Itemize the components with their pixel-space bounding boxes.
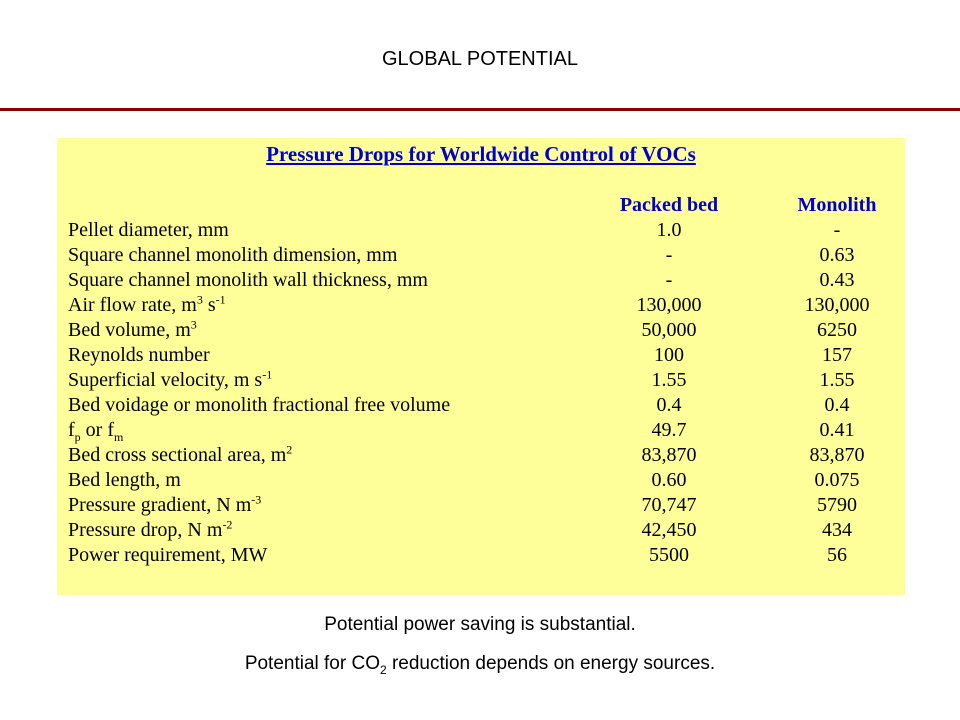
row-label: Pellet diameter, mm xyxy=(68,219,229,241)
packed-bed-value: - xyxy=(665,269,673,291)
table-row: Bed length, m 0.60 0.075 xyxy=(57,468,905,493)
monolith-value: 83,870 xyxy=(809,444,865,466)
monolith-value: 6250 xyxy=(817,319,857,341)
monolith-value: 1.55 xyxy=(819,369,855,391)
monolith-value: 157 xyxy=(822,344,852,366)
packed-bed-value: 49.7 xyxy=(651,419,687,441)
monolith-value: 5790 xyxy=(817,494,857,516)
row-label: Bed volume, m3 xyxy=(68,317,197,341)
table-row: Bed volume, m3 50,000 6250 xyxy=(57,318,905,343)
column-header-packed-bed: Packed bed xyxy=(619,194,719,216)
row-label: Superficial velocity, m s-1 xyxy=(68,367,273,391)
row-label: Power requirement, MW xyxy=(68,544,268,566)
table-row: Square channel monolith dimension, mm - … xyxy=(57,243,905,268)
monolith-value: 130,000 xyxy=(804,294,870,316)
monolith-value: 0.63 xyxy=(819,244,855,266)
table-row: Power requirement, MW 5500 56 xyxy=(57,543,905,568)
packed-bed-value: 1.55 xyxy=(651,369,687,391)
row-label: Square channel monolith dimension, mm xyxy=(68,244,398,266)
table-row: Pressure gradient, N m-3 70,747 5790 xyxy=(57,493,905,518)
packed-bed-value: 130,000 xyxy=(636,294,702,316)
packed-bed-value: 42,450 xyxy=(641,519,697,541)
table-row: Square channel monolith wall thickness, … xyxy=(57,268,905,293)
table-row: fp or fm 49.7 0.41 xyxy=(57,418,905,443)
monolith-value: 0.41 xyxy=(819,419,855,441)
title-divider xyxy=(0,108,960,111)
monolith-value: 0.4 xyxy=(824,394,850,416)
row-label: Air flow rate, m3 s-1 xyxy=(68,292,226,316)
packed-bed-value: 70,747 xyxy=(641,494,697,516)
table-row: Pellet diameter, mm 1.0 - xyxy=(57,218,905,243)
row-label: Bed cross sectional area, m2 xyxy=(68,442,293,466)
table-row: Reynolds number 100 157 xyxy=(57,343,905,368)
monolith-value: - xyxy=(833,219,841,241)
table-row: Bed cross sectional area, m2 83,870 83,8… xyxy=(57,443,905,468)
row-label: Square channel monolith wall thickness, … xyxy=(68,269,428,291)
table-row: Superficial velocity, m s-1 1.55 1.55 xyxy=(57,368,905,393)
table-title: Pressure Drops for Worldwide Control of … xyxy=(266,142,696,166)
monolith-value: 56 xyxy=(827,544,847,566)
monolith-value: 0.43 xyxy=(819,269,855,291)
row-label: Pressure gradient, N m-3 xyxy=(68,492,262,516)
row-label: Bed voidage or monolith fractional free … xyxy=(68,394,451,416)
packed-bed-value: 1.0 xyxy=(656,219,682,241)
packed-bed-value: 83,870 xyxy=(641,444,697,466)
table-row: Bed voidage or monolith fractional free … xyxy=(57,393,905,418)
table-row: Air flow rate, m3 s-1 130,000 130,000 xyxy=(57,293,905,318)
row-label: Pressure drop, N m-2 xyxy=(68,517,233,541)
column-header-monolith: Monolith xyxy=(797,194,877,216)
packed-bed-value: - xyxy=(665,244,673,266)
packed-bed-value: 5500 xyxy=(649,544,689,566)
table-row: Pressure drop, N m-2 42,450 434 xyxy=(57,518,905,543)
caption-co2-reduction: Potential for CO2 reduction depends on e… xyxy=(244,653,716,677)
row-label: fp or fm xyxy=(68,419,124,444)
monolith-value: 434 xyxy=(822,519,852,541)
caption-power-saving: Potential power saving is substantial. xyxy=(324,614,636,635)
slide-title: GLOBAL POTENTIAL xyxy=(382,48,578,70)
packed-bed-value: 50,000 xyxy=(641,319,697,341)
table-panel: Pressure Drops for Worldwide Control of … xyxy=(57,138,905,595)
row-label: Bed length, m xyxy=(68,469,181,491)
monolith-value: 0.075 xyxy=(814,469,860,491)
packed-bed-value: 0.4 xyxy=(656,394,682,416)
packed-bed-value: 100 xyxy=(654,344,684,366)
row-label: Reynolds number xyxy=(68,344,210,366)
packed-bed-value: 0.60 xyxy=(651,469,687,491)
